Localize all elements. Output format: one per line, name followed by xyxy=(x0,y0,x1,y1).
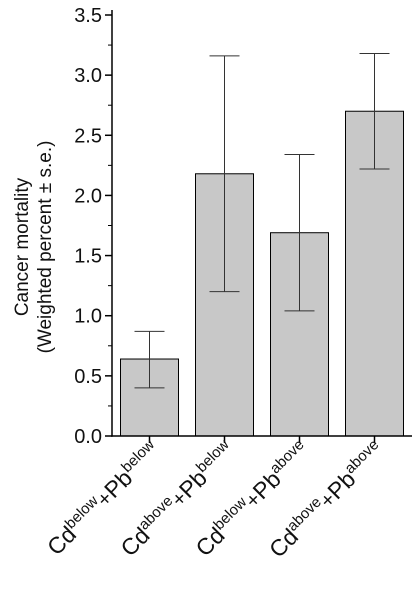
bars-group xyxy=(120,110,404,437)
axes-group xyxy=(111,10,412,443)
error-bars-group xyxy=(134,52,390,389)
y-tick-label: 2.0 xyxy=(74,185,102,207)
y-axis-title-line2: (Weighted percent ± s.e.) xyxy=(35,140,56,354)
y-tick-label: 0.5 xyxy=(74,366,102,388)
y-tick-label: 0.0 xyxy=(74,426,102,448)
y-axis-title-line1: Cancer mortality xyxy=(12,177,33,317)
y-tick-label: 1.5 xyxy=(74,246,102,268)
y-ticks-group: 0.0 0.5 1.0 1.5 2.0 2.5 3.0 3.5 xyxy=(74,5,112,448)
y-tick-label: 3.0 xyxy=(74,65,102,87)
y-tick-label: 3.5 xyxy=(74,5,102,27)
y-tick-label: 1.0 xyxy=(74,306,102,328)
y-tick-label: 2.5 xyxy=(74,125,102,147)
